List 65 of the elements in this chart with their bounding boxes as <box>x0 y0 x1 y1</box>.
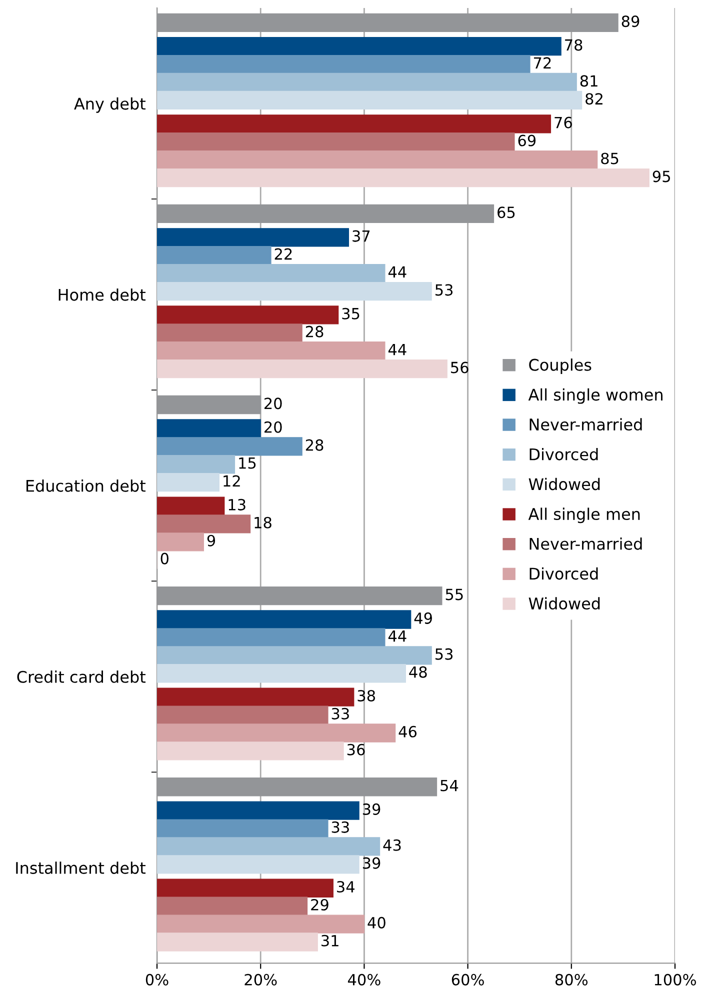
data-label: 39 <box>362 857 380 869</box>
data-label: 43 <box>383 839 401 851</box>
data-label: 76 <box>554 116 572 128</box>
legend-label: Never-married <box>530 538 642 550</box>
x-tick-label: 60% <box>452 974 484 986</box>
data-label: 12 <box>224 475 240 487</box>
y-tick-label: Home debt <box>58 288 146 301</box>
data-label: 34 <box>337 881 354 893</box>
data-label: 56 <box>451 362 468 374</box>
data-label: 22 <box>274 248 292 260</box>
data-label: 44 <box>388 630 406 642</box>
data-label: 54 <box>440 780 458 792</box>
data-label: 53 <box>435 648 453 660</box>
data-label: 20 <box>264 398 282 410</box>
data-label: 53 <box>435 284 453 296</box>
data-label: 89 <box>622 16 640 28</box>
data-label: 85 <box>601 152 618 164</box>
data-label: 49 <box>414 612 432 624</box>
data-label: 9 <box>207 534 216 546</box>
data-label: 40 <box>368 916 386 928</box>
data-label: 29 <box>311 898 328 911</box>
legend-label: Never-married <box>530 418 642 431</box>
x-tick-label: 20% <box>244 974 277 986</box>
data-label: 0 <box>160 552 168 564</box>
data-label: 78 <box>565 39 582 51</box>
data-label: 72 <box>534 57 551 69</box>
legend-label: Couples <box>529 358 592 374</box>
data-label: 18 <box>254 516 272 528</box>
legend-label: Divorced <box>530 448 598 460</box>
data-label: 39 <box>362 803 380 815</box>
legend-label: Widowed <box>528 478 600 490</box>
data-label: 28 <box>306 439 324 451</box>
legend-label: All single women <box>528 388 662 404</box>
data-label: 13 <box>228 498 246 510</box>
data-label: 31 <box>322 934 338 946</box>
data-label: 28 <box>306 326 324 338</box>
data-label: 65 <box>498 206 515 218</box>
data-label: 95 <box>652 170 670 182</box>
data-label: 44 <box>388 344 406 356</box>
data-label: 46 <box>398 726 417 738</box>
y-tick-label: Any debt <box>74 97 146 113</box>
x-tick-label: 80% <box>555 974 588 986</box>
x-tick-label: 40% <box>348 974 380 986</box>
data-label: 82 <box>586 93 602 105</box>
data-label: 36 <box>347 744 365 756</box>
legend-label: Divorced <box>530 567 598 580</box>
data-label: 33 <box>332 708 349 720</box>
y-tick-label: Credit card debt <box>17 670 146 683</box>
data-label: 38 <box>358 690 376 702</box>
legend-label: Widowed <box>528 597 600 610</box>
legend-label: All single men <box>528 508 640 524</box>
data-label: 33 <box>332 821 349 833</box>
data-label: 81 <box>580 75 598 87</box>
data-label: 44 <box>388 266 406 278</box>
y-tick-label: Installment debt <box>16 862 146 874</box>
data-label: 20 <box>264 421 282 433</box>
x-tick-label: 100% <box>654 974 696 986</box>
y-tick-label: Education debt <box>26 480 146 492</box>
data-label: 55 <box>446 588 463 600</box>
data-label: 48 <box>409 666 427 678</box>
data-label: 35 <box>342 308 360 320</box>
data-label: 37 <box>352 230 370 242</box>
data-label: 15 <box>239 457 256 469</box>
data-label: 69 <box>518 134 536 146</box>
x-tick-label: 0% <box>146 974 168 986</box>
